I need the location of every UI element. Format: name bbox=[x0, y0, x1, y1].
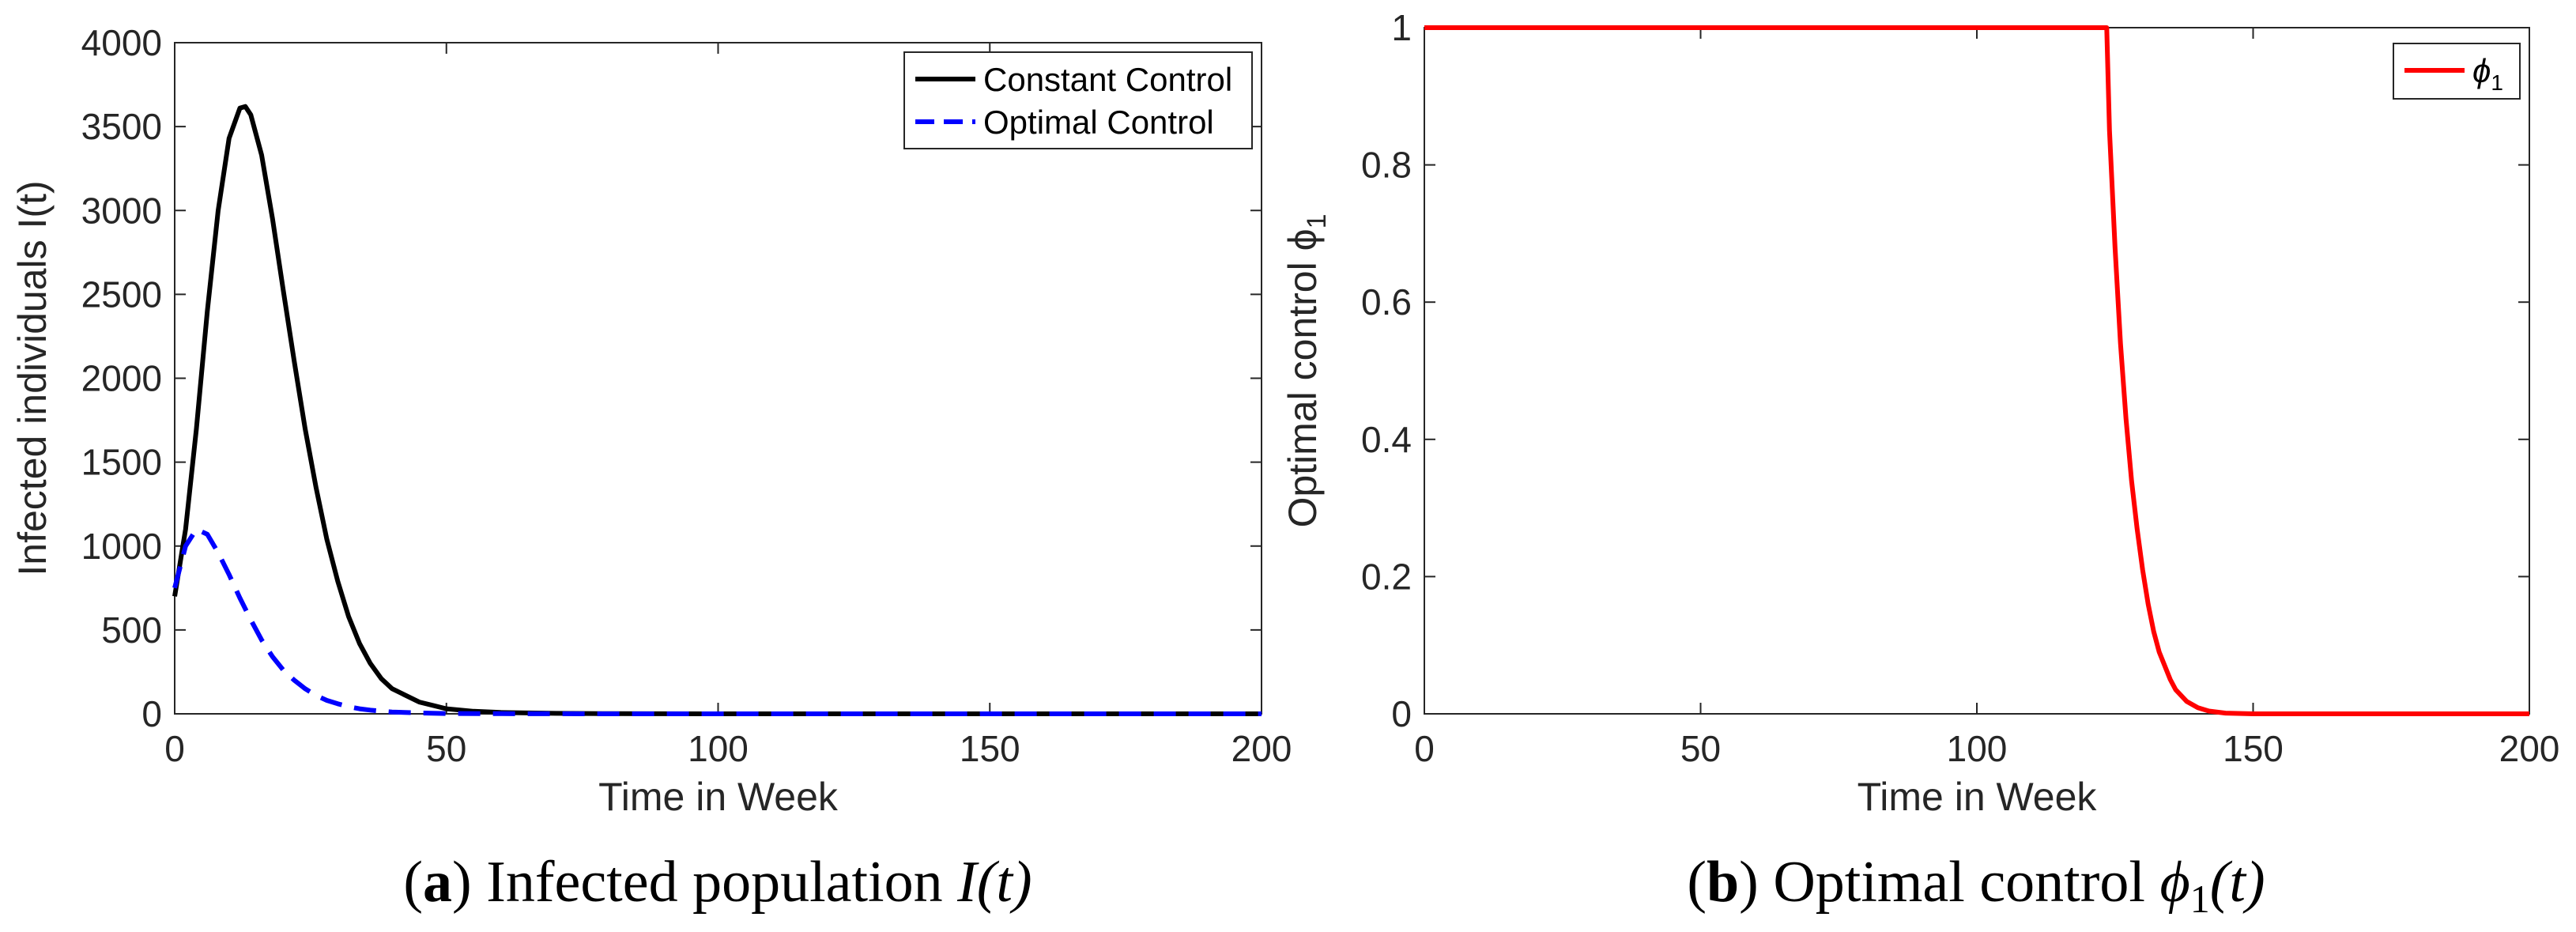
x-tick-label: 100 bbox=[688, 728, 749, 769]
series-line-1 bbox=[1424, 25, 2529, 716]
y-tick-label: 1500 bbox=[81, 442, 162, 483]
y-axis-label: Infected individuals I(t) bbox=[10, 180, 55, 575]
y-axis-label: Optimal control ϕ1 bbox=[1280, 213, 1332, 527]
x-tick-label: 200 bbox=[2499, 728, 2560, 769]
legend-entry: Constant Control bbox=[983, 61, 1232, 98]
chart-panel-a: 0 50 100 150 2000500100015002000250030003500… bbox=[10, 22, 1292, 915]
x-tick-label: 0 bbox=[1414, 728, 1435, 769]
legend-entry: ϕ1 bbox=[2472, 52, 2503, 95]
plot-area bbox=[1424, 27, 2530, 715]
y-tick-label: 1000 bbox=[81, 526, 162, 567]
x-axis-label: Time in Week bbox=[598, 775, 839, 819]
panel-caption: (b) Optimal control ϕ1(t) bbox=[1687, 850, 2265, 921]
y-tick-label: 1 bbox=[1391, 7, 1412, 48]
x-axis-label: Time in Week bbox=[1858, 775, 2098, 819]
x-tick-label: 0 bbox=[164, 728, 185, 769]
y-tick-label: 0.8 bbox=[1361, 145, 1412, 186]
x-tick-label: 200 bbox=[1231, 728, 1292, 769]
x-tick-label: 100 bbox=[1947, 728, 2008, 769]
y-tick-label: 3000 bbox=[81, 190, 162, 231]
y-tick-label: 4000 bbox=[81, 22, 162, 63]
chart-panel-b: 0 50 100 150 200 0 0.2 0.4 0.6 0.8 1 Time in Week Op… bbox=[1280, 7, 2559, 921]
legend: ϕ1 bbox=[2393, 43, 2521, 100]
y-tick-label: 0 bbox=[1391, 693, 1412, 734]
y-tick-label: 0.4 bbox=[1361, 419, 1412, 460]
panel-caption: (a) Infected population I(t) bbox=[403, 850, 1032, 915]
y-tick-label: 0 bbox=[141, 693, 162, 734]
y-tick-label: 0.2 bbox=[1361, 556, 1412, 597]
x-tick-label: 50 bbox=[1680, 728, 1721, 769]
legend-entry: Optimal Control bbox=[983, 104, 1214, 141]
legend: Constant Control Optimal Control bbox=[903, 51, 1253, 149]
x-tick-label: 150 bbox=[960, 728, 1020, 769]
series-line-2 bbox=[172, 526, 1262, 716]
y-tick-label: 500 bbox=[101, 609, 162, 651]
x-tick-label: 150 bbox=[2223, 728, 2284, 769]
y-tick-label: 0.6 bbox=[1361, 281, 1412, 323]
plot-area bbox=[174, 42, 1262, 715]
x-tick-label: 50 bbox=[426, 728, 466, 769]
y-tick-label: 2000 bbox=[81, 358, 162, 399]
legend-box bbox=[903, 51, 1253, 149]
y-tick-label: 2500 bbox=[81, 274, 162, 315]
y-tick-label: 3500 bbox=[81, 106, 162, 147]
